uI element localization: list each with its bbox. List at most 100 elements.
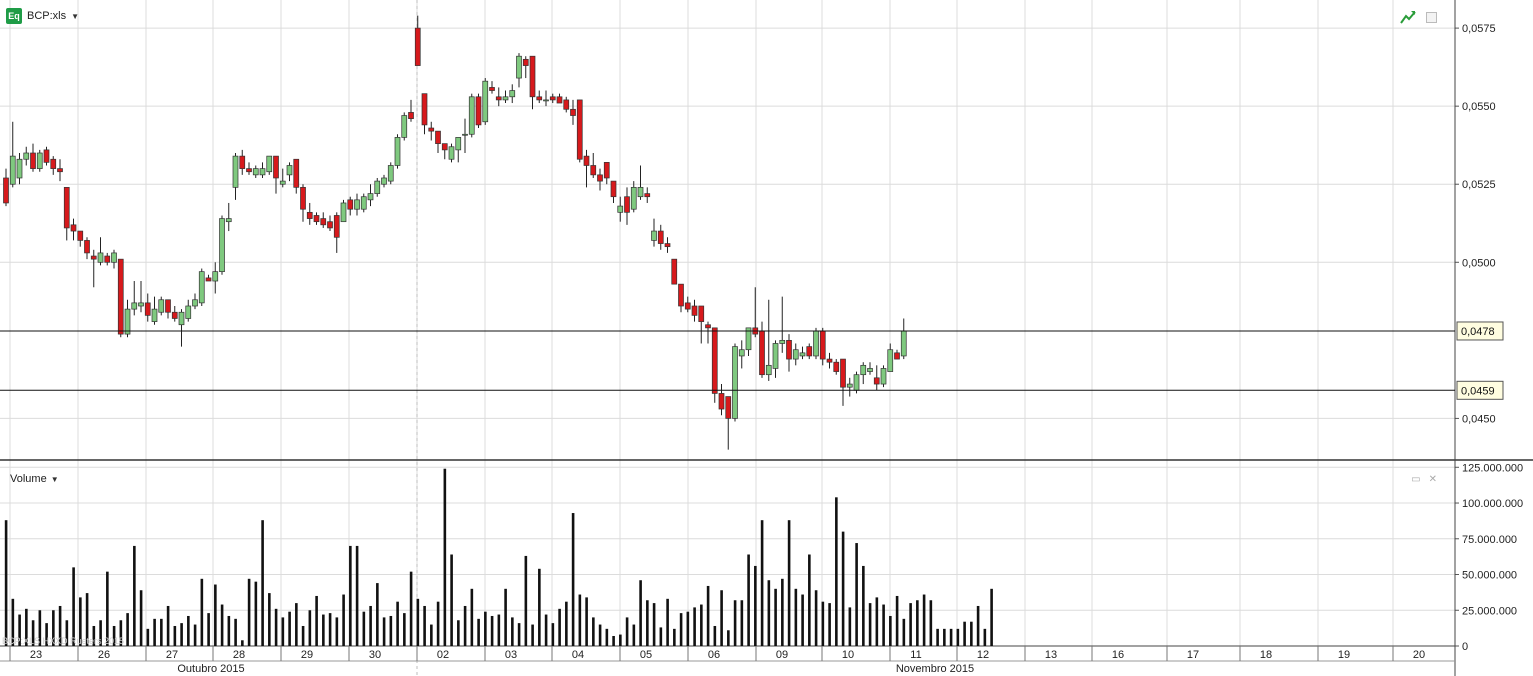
volume-bar — [882, 604, 885, 646]
candle — [225, 202, 232, 232]
volume-bar — [774, 588, 777, 646]
candle-body — [786, 339, 792, 360]
volume-bar — [268, 593, 271, 646]
x-tick-label: 17 — [1187, 649, 1199, 661]
candle-body — [381, 177, 387, 185]
candle — [77, 230, 84, 247]
volume-bar — [200, 578, 204, 646]
candle — [50, 156, 57, 175]
volume-bar — [848, 607, 852, 646]
volume-bar — [457, 620, 460, 646]
reference-value-label: 0,0459 — [1461, 385, 1495, 397]
trendline-icon[interactable] — [1400, 10, 1416, 24]
candle-body — [583, 155, 590, 166]
candle — [590, 153, 597, 178]
candle — [320, 212, 327, 228]
candle — [725, 396, 732, 450]
candle-body — [522, 58, 529, 66]
volume-bar — [835, 497, 838, 646]
volume-label[interactable]: Volume — [10, 473, 47, 485]
candle-body — [738, 349, 745, 357]
candle — [9, 121, 16, 188]
candle — [165, 299, 171, 319]
candle — [286, 162, 293, 182]
symbol-label[interactable]: BCP:xls — [27, 10, 67, 22]
candle-body — [50, 158, 57, 169]
candle — [840, 358, 846, 406]
volume-bar — [747, 554, 750, 646]
volume-bar — [504, 588, 507, 646]
candle-body — [77, 230, 84, 241]
candle-body — [813, 330, 819, 357]
volume-bar — [139, 590, 143, 646]
candle — [448, 143, 455, 163]
candle-body — [293, 158, 300, 188]
volume-dropdown-arrow-icon[interactable]: ▼ — [50, 474, 59, 484]
candle — [570, 99, 576, 125]
candle — [738, 340, 745, 369]
close-icon[interactable]: ✕ — [1428, 474, 1437, 485]
volume-bar — [821, 601, 825, 646]
volume-bar — [916, 600, 919, 646]
volume-bar — [328, 613, 332, 646]
volume-bar — [862, 565, 865, 646]
volume-bar — [760, 520, 764, 646]
symbol-dropdown-arrow-icon[interactable]: ▼ — [71, 11, 80, 21]
volume-bar — [551, 623, 555, 646]
candle — [300, 184, 306, 222]
candle — [239, 149, 246, 175]
volume-bar — [281, 617, 285, 646]
candle-body — [421, 93, 428, 126]
volume-tick-label: 125.000.000 — [1462, 462, 1523, 474]
candle — [192, 293, 198, 310]
candle-body — [138, 302, 144, 307]
restore-icon[interactable]: ▭ — [1411, 474, 1421, 485]
volume-bar — [403, 613, 406, 646]
candle-body — [664, 243, 671, 248]
candle — [759, 321, 765, 378]
candle-body — [840, 358, 846, 388]
candle — [104, 252, 111, 266]
volume-bar — [565, 601, 568, 646]
volume-bar — [659, 627, 663, 646]
candle — [354, 193, 360, 216]
reference-value-label: 0,0478 — [1461, 326, 1495, 338]
candle-body — [232, 155, 239, 188]
x-tick-label: 10 — [842, 649, 854, 661]
maximize-icon[interactable] — [1426, 11, 1437, 23]
candle — [30, 143, 36, 172]
candle — [252, 165, 259, 178]
candle — [684, 296, 691, 313]
candle-body — [219, 218, 225, 273]
candle-body — [279, 180, 286, 185]
volume-bar — [963, 621, 966, 646]
candle — [482, 78, 489, 125]
candle-body — [826, 358, 833, 363]
candle — [637, 165, 644, 200]
candle-body — [306, 211, 313, 219]
volume-bar — [889, 615, 892, 646]
candle-body — [151, 308, 158, 322]
candle — [509, 84, 516, 104]
candle-body — [610, 180, 617, 198]
candle — [360, 193, 367, 213]
candle-body — [462, 133, 468, 136]
volume-bar — [376, 583, 379, 646]
candle-body — [678, 283, 684, 307]
volume-bar — [450, 554, 453, 646]
candle — [597, 168, 603, 191]
candle — [138, 281, 144, 313]
volume-bar — [180, 623, 183, 646]
candle — [698, 305, 705, 344]
candle-body — [354, 199, 360, 210]
volume-bar — [261, 520, 264, 646]
volume-bar — [787, 520, 791, 646]
candle — [630, 181, 637, 213]
volume-bar — [247, 578, 251, 646]
candle-body — [104, 255, 111, 263]
volume-bar — [31, 620, 35, 646]
volume-bar — [956, 628, 960, 646]
candle-body — [327, 221, 333, 229]
candle-body — [590, 165, 597, 176]
